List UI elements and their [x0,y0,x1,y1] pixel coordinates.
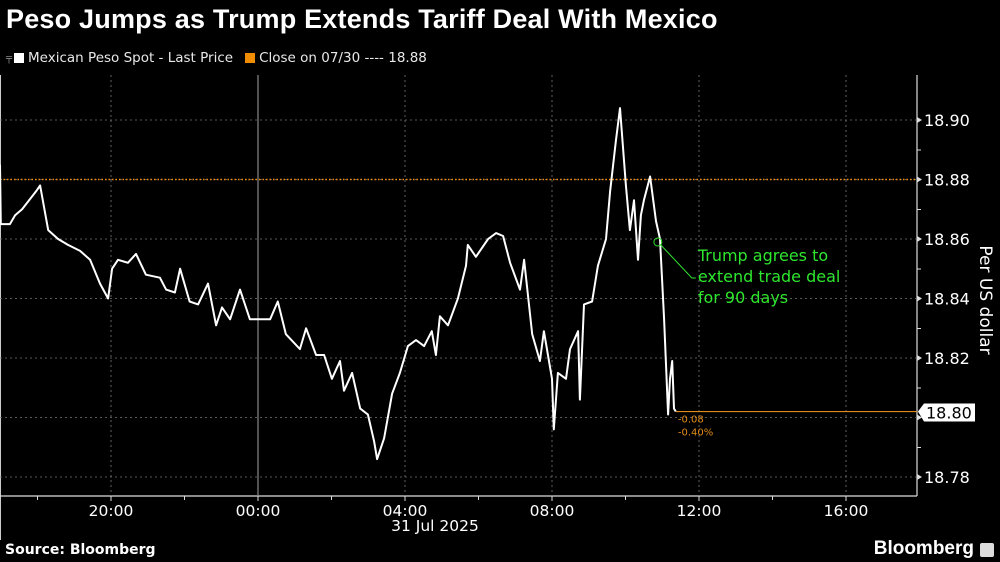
y-tick-label: 18.88 [924,171,970,190]
y-tick [917,236,922,242]
price-line [0,107,677,461]
x-date-label: 31 Jul 2025 [391,517,479,535]
legend: ╤ Mexican Peso Spot - Last Price Close o… [6,50,427,66]
y-tick-label: 18.86 [924,230,970,249]
annotation-text: Trump agrees to [697,246,828,265]
legend-label-close: Close on 07/30 ---- 18.88 [259,50,427,66]
y-tick [917,355,922,361]
source-note: Source: Bloomberg [5,542,156,558]
y-tick-label: 18.82 [924,349,970,368]
last-price-box [918,403,975,422]
y-axis-label: Per US dollar [975,245,995,354]
y-tick [917,117,922,123]
x-tick-label: 08:00 [530,502,575,520]
y-tick [917,414,922,421]
annotation-leader [660,244,696,279]
legend-label-price: Mexican Peso Spot - Last Price [28,50,234,66]
chart-title: Peso Jumps as Trump Extends Tariff Deal … [6,4,718,34]
brand-logo: Bloomberg [873,538,974,559]
annotation-text: extend trade deal [698,267,841,286]
y-tick [917,176,922,183]
chart-share-icon[interactable] [980,543,994,557]
legend-swatch-price [14,53,25,63]
change-abs-label: -0.08 [678,415,704,426]
y-tick-label: 18.78 [924,468,970,487]
change-pct-label: -0.40% [678,428,713,439]
y-tick [917,295,922,302]
annotation-text: for 90 days [698,288,788,307]
y-tick-label: 18.90 [924,111,970,130]
x-tick-label: 20:00 [89,502,134,520]
x-tick-label: 12:00 [677,502,722,520]
legend-swatch-close [245,53,256,63]
last-price-label: 18.80 [926,404,972,423]
x-tick-label: 00:00 [236,502,281,520]
legend-toggle-icon[interactable]: ╤ [6,52,13,64]
x-tick-label: 16:00 [824,502,869,520]
annotation-marker [653,237,663,247]
x-tick-label: 04:00 [383,502,428,520]
y-tick-label: 18.84 [924,290,970,309]
